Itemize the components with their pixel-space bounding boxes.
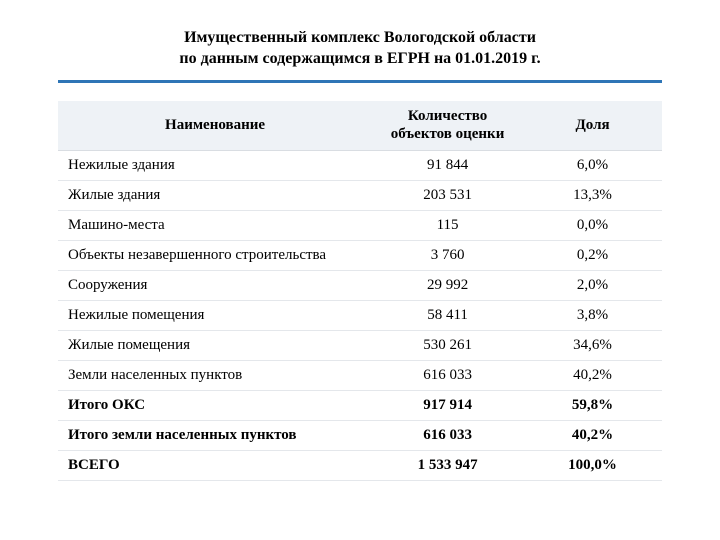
property-table: Наименование Количество объектов оценки … [58, 101, 662, 482]
cell-name: Нежилые помещения [58, 301, 372, 331]
cell-share: 3,8% [523, 301, 662, 331]
cell-name: Объекты незавершенного строительства [58, 241, 372, 271]
cell-name: Земли населенных пунктов [58, 361, 372, 391]
cell-count: 115 [372, 211, 523, 241]
cell-name: Итого ОКС [58, 391, 372, 421]
col-header-name: Наименование [58, 101, 372, 151]
table-row: Нежилые здания 91 844 6,0% [58, 151, 662, 181]
horizontal-rule [58, 80, 662, 83]
cell-share: 2,0% [523, 271, 662, 301]
cell-count: 616 033 [372, 421, 523, 451]
page-title: Имущественный комплекс Вологодской облас… [58, 28, 662, 70]
cell-count: 1 533 947 [372, 451, 523, 481]
table-row: Нежилые помещения 58 411 3,8% [58, 301, 662, 331]
table-body: Нежилые здания 91 844 6,0% Жилые здания … [58, 151, 662, 481]
cell-name: Сооружения [58, 271, 372, 301]
cell-share: 6,0% [523, 151, 662, 181]
table-row: Жилые помещения 530 261 34,6% [58, 331, 662, 361]
table-row-total: Итого земли населенных пунктов 616 033 4… [58, 421, 662, 451]
table-row-total: Итого ОКС 917 914 59,8% [58, 391, 662, 421]
cell-name: Жилые помещения [58, 331, 372, 361]
table-row: Земли населенных пунктов 616 033 40,2% [58, 361, 662, 391]
col-header-share: Доля [523, 101, 662, 151]
cell-count: 616 033 [372, 361, 523, 391]
col-header-count: Количество объектов оценки [372, 101, 523, 151]
cell-count: 917 914 [372, 391, 523, 421]
title-line-1: Имущественный комплекс Вологодской облас… [184, 29, 536, 46]
cell-share: 0,0% [523, 211, 662, 241]
cell-name: Машино-места [58, 211, 372, 241]
cell-share: 40,2% [523, 421, 662, 451]
cell-count: 58 411 [372, 301, 523, 331]
page: Имущественный комплекс Вологодской облас… [0, 0, 720, 481]
cell-name: Нежилые здания [58, 151, 372, 181]
cell-share: 0,2% [523, 241, 662, 271]
cell-share: 59,8% [523, 391, 662, 421]
cell-share: 40,2% [523, 361, 662, 391]
table-header: Наименование Количество объектов оценки … [58, 101, 662, 151]
cell-count: 91 844 [372, 151, 523, 181]
cell-share: 100,0% [523, 451, 662, 481]
table-header-row: Наименование Количество объектов оценки … [58, 101, 662, 151]
cell-share: 13,3% [523, 181, 662, 211]
table-row: Объекты незавершенного строительства 3 7… [58, 241, 662, 271]
cell-count: 530 261 [372, 331, 523, 361]
cell-name: Жилые здания [58, 181, 372, 211]
cell-count: 29 992 [372, 271, 523, 301]
cell-name: Итого земли населенных пунктов [58, 421, 372, 451]
title-line-2: по данным содержащимся в ЕГРН на 01.01.2… [179, 50, 540, 67]
cell-name: ВСЕГО [58, 451, 372, 481]
table-row: Машино-места 115 0,0% [58, 211, 662, 241]
cell-count: 203 531 [372, 181, 523, 211]
table-row: Сооружения 29 992 2,0% [58, 271, 662, 301]
cell-share: 34,6% [523, 331, 662, 361]
cell-count: 3 760 [372, 241, 523, 271]
table-row-grand-total: ВСЕГО 1 533 947 100,0% [58, 451, 662, 481]
table-row: Жилые здания 203 531 13,3% [58, 181, 662, 211]
